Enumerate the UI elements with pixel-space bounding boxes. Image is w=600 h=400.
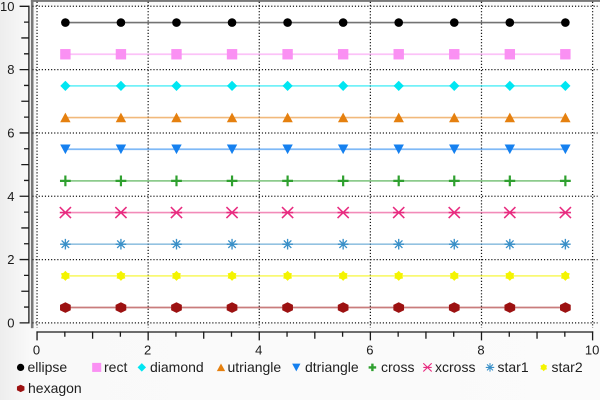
svg-text:dtriangle: dtriangle xyxy=(305,359,359,375)
svg-text:star2: star2 xyxy=(552,359,583,375)
svg-text:diamond: diamond xyxy=(150,359,204,375)
svg-text:10: 10 xyxy=(585,343,599,358)
svg-text:0: 0 xyxy=(7,315,14,330)
svg-text:4: 4 xyxy=(7,189,14,204)
svg-text:10: 10 xyxy=(0,0,14,14)
svg-text:6: 6 xyxy=(7,125,14,140)
svg-text:0: 0 xyxy=(33,343,40,358)
svg-text:utriangle: utriangle xyxy=(228,359,282,375)
svg-text:8: 8 xyxy=(477,343,484,358)
svg-text:cross: cross xyxy=(381,359,414,375)
svg-text:rect: rect xyxy=(104,359,127,375)
svg-text:2: 2 xyxy=(144,343,151,358)
svg-text:6: 6 xyxy=(366,343,373,358)
svg-text:ellipse: ellipse xyxy=(28,359,68,375)
svg-text:hexagon: hexagon xyxy=(28,380,82,396)
svg-text:xcross: xcross xyxy=(435,359,475,375)
svg-text:4: 4 xyxy=(255,343,262,358)
svg-text:star1: star1 xyxy=(498,359,529,375)
svg-text:2: 2 xyxy=(7,252,14,267)
svg-text:8: 8 xyxy=(7,62,14,77)
